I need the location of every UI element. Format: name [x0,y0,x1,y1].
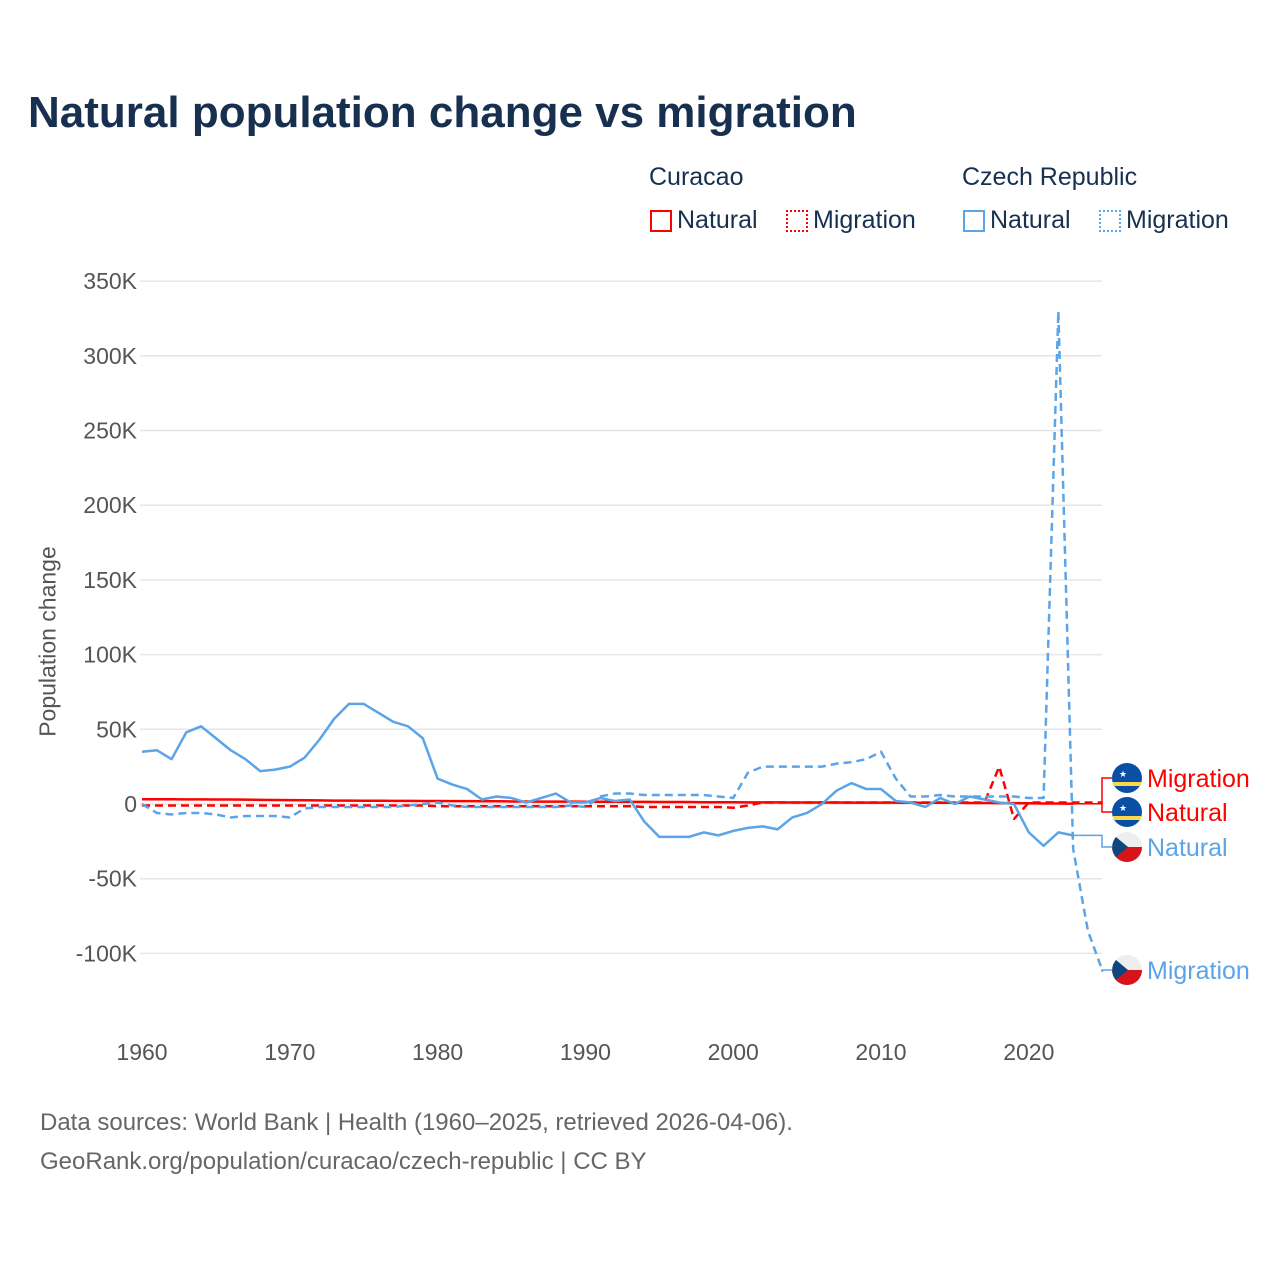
series-line-czech-republic-migration [141,309,1104,972]
x-tick-label: 1960 [116,1039,167,1065]
dotted-swatch-icon [786,209,808,232]
curacao-flag-icon: ★ [1112,763,1142,793]
source-line: Data sources: World Bank | Health (1960–… [40,1109,793,1136]
x-tick-label: 1980 [412,1039,463,1065]
legend-czech-natural[interactable]: Natural [963,206,1071,235]
y-tick-label: -100K [76,940,138,966]
series-end-label: Migration [1147,765,1250,793]
x-tick-label: 1970 [264,1039,315,1065]
y-tick-label: -50K [88,866,137,892]
series-line-curacao-migration [142,765,1103,821]
flag-star: ★ [1119,803,1127,813]
series-line-czech-republic-natural [141,702,1074,848]
x-tick-label: 2000 [708,1039,759,1065]
legend-czech-migration[interactable]: Migration [1099,206,1229,235]
series-end-label: Natural [1147,799,1228,827]
legend-label: Natural [990,206,1071,234]
series-line-curacao-natural [142,797,1074,805]
series-end-label: Migration [1147,957,1250,985]
chart-title: Natural population change vs migration [28,88,857,137]
solid-swatch-icon [963,209,985,232]
flag-blue [1112,837,1128,857]
label-leader-line [1073,802,1112,813]
y-tick-label: 300K [83,343,137,369]
y-tick-label: 200K [83,492,137,518]
curacao-flag-icon: ★ [1112,797,1142,827]
x-tick-label: 1990 [560,1039,611,1065]
flag-stripe [1113,816,1141,820]
dotted-swatch-icon [1099,209,1121,232]
flag-star: ★ [1119,769,1127,779]
flag-blue [1112,960,1128,980]
y-tick-label: 350K [83,268,137,294]
y-tick-label: 100K [83,642,137,668]
y-tick-label: 50K [96,716,138,742]
label-leader-line [1073,834,1112,848]
czech-flag-icon [1112,955,1142,985]
label-leader-line [1101,969,1112,973]
legend-group-czech: Czech Republic [962,163,1138,191]
source-url[interactable]: GeoRank.org/population/curacao/czech-rep… [40,1148,647,1175]
legend-group-curacao: Curacao [649,163,744,191]
label-leader-line [1101,777,1112,804]
series-end-label: Natural [1147,834,1228,862]
solid-swatch-icon [650,209,672,232]
y-tick-label: 150K [83,567,137,593]
y-tick-label: 250K [83,418,137,444]
legend-label: Migration [1126,206,1229,234]
legend-curacao-migration[interactable]: Migration [786,206,916,235]
legend-label: Migration [813,206,916,234]
legend-label: Natural [677,206,758,234]
czech-flag-icon [1112,832,1142,862]
x-tick-label: 2020 [1003,1039,1054,1065]
x-tick-label: 2010 [855,1039,906,1065]
flag-stripe [1113,782,1141,786]
y-tick-label: 0 [124,791,137,817]
legend-curacao-natural[interactable]: Natural [650,206,758,235]
